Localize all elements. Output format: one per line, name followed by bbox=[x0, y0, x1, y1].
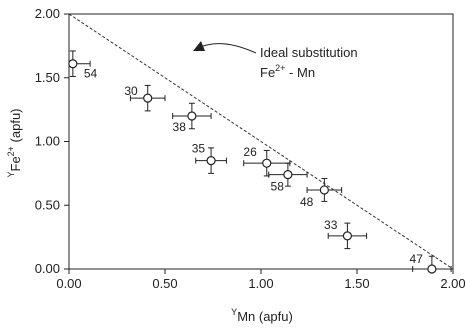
data-point-label: 47 bbox=[410, 252, 424, 266]
y-tick-label: 0.50 bbox=[35, 197, 60, 212]
annotation-line1: Ideal substitution bbox=[260, 45, 358, 60]
y-tick-label: 1.00 bbox=[35, 134, 60, 149]
x-axis-title: YMn (apfu) bbox=[231, 307, 293, 324]
data-point-marker bbox=[283, 170, 293, 180]
data-point: 30 bbox=[124, 84, 166, 112]
data-point: 58 bbox=[268, 162, 308, 194]
data-point: 48 bbox=[300, 177, 343, 209]
data-point: 33 bbox=[324, 218, 368, 250]
data-point-label: 58 bbox=[271, 180, 285, 194]
data-point-label: 35 bbox=[192, 142, 206, 156]
data-point-marker bbox=[262, 158, 272, 168]
data-point-label: 54 bbox=[84, 67, 98, 81]
data-point-label: 26 bbox=[243, 145, 257, 159]
data-point: 26 bbox=[243, 145, 291, 177]
data-point-marker bbox=[427, 264, 437, 274]
annotation-arrow bbox=[197, 43, 257, 54]
data-point-label: 38 bbox=[173, 120, 187, 134]
x-tick-label: 0.50 bbox=[152, 276, 177, 291]
y-axis-title: YFe2+ (apfu) bbox=[6, 108, 23, 177]
points-layer: 54 30 38 35 26 58 48 33 47 bbox=[68, 50, 452, 274]
annotation-arrowhead bbox=[193, 41, 205, 51]
data-point: 35 bbox=[192, 142, 227, 174]
reference-line-ideal-substitution bbox=[68, 13, 454, 270]
data-point: 47 bbox=[410, 252, 452, 274]
x-tick-label: 1.00 bbox=[248, 276, 273, 291]
x-tick-label: 0.00 bbox=[56, 276, 81, 291]
data-point: 54 bbox=[68, 50, 98, 81]
y-tick-label: 0.00 bbox=[35, 261, 60, 276]
data-point-marker bbox=[143, 93, 153, 103]
data-point-marker bbox=[68, 59, 78, 69]
data-point-marker bbox=[206, 156, 216, 166]
annotation-line2: Fe2+ - Mn bbox=[260, 63, 315, 80]
data-point-marker bbox=[187, 111, 197, 121]
plot-layer: 0.00 0.50 1.00 1.50 2.00 0.00 0.50 1.00 1.50 2.00 bbox=[35, 6, 466, 291]
data-point: 38 bbox=[172, 102, 212, 134]
data-point-label: 33 bbox=[324, 218, 338, 232]
x-tick-label: 2.00 bbox=[440, 276, 465, 291]
y-tick-label: 1.50 bbox=[35, 70, 60, 85]
data-point-marker bbox=[319, 185, 329, 195]
data-point-label: 48 bbox=[300, 195, 314, 209]
y-tick-label: 2.00 bbox=[35, 6, 60, 21]
data-point-marker bbox=[342, 231, 352, 241]
data-point-label: 30 bbox=[124, 84, 138, 98]
x-tick-label: 1.50 bbox=[344, 276, 369, 291]
